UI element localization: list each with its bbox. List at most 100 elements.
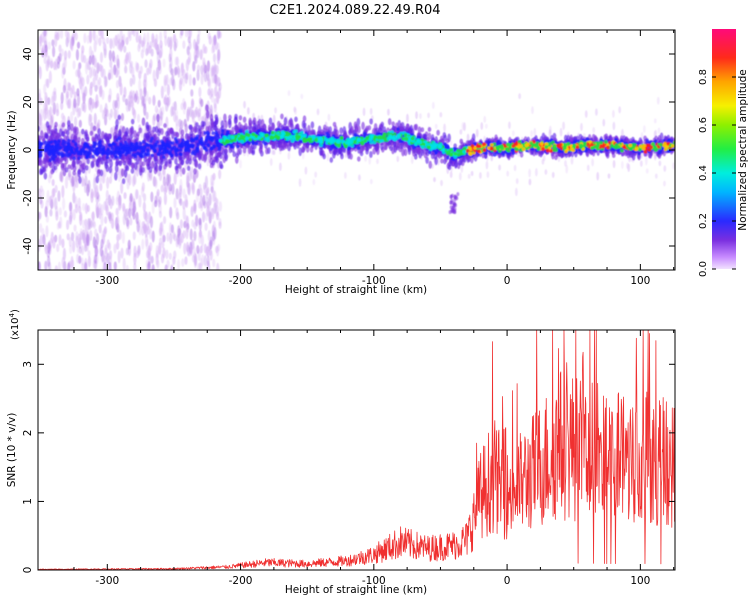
spectrogram-noise-cell	[612, 159, 616, 169]
spectrogram-noise-cell	[63, 50, 68, 61]
spectrogram-noise-cell	[116, 241, 120, 250]
spectrogram-noise-cell	[207, 230, 211, 242]
spectrogram-noise-cell	[216, 91, 220, 105]
spectrogram-noise-cell	[132, 231, 136, 241]
spectrogram-noise-cell	[44, 206, 48, 218]
spectrogram-noise-cell	[68, 236, 72, 248]
spectrogram-noise-cell	[69, 244, 73, 255]
spectrogram-noise-cell	[344, 171, 347, 179]
spectrogram-noise-cell	[206, 63, 210, 73]
spectrogram-noise-cell	[90, 220, 94, 228]
spectrogram-noise-cell	[84, 175, 88, 186]
spectrogram-band-cell	[181, 167, 186, 175]
spectrogram-noise-cell	[205, 188, 209, 196]
spectrogram-noise-cell	[43, 56, 47, 65]
spectrogram-noise-cell	[88, 30, 93, 43]
spectrogram-noise-cell	[434, 123, 438, 129]
spectrogram-noise-cell	[565, 164, 569, 174]
spectrogram-band-cell	[235, 156, 239, 164]
spectrogram-noise-cell	[534, 167, 538, 177]
spectrogram-noise-cell	[467, 173, 471, 179]
spectrogram-noise-cell	[642, 125, 646, 133]
spectrogram-noise-cell	[82, 91, 86, 103]
spectrogram-noise-cell	[73, 224, 77, 232]
spectrogram-noise-cell	[131, 66, 135, 78]
spectrogram-noise-cell	[595, 108, 598, 116]
spectrogram-noise-cell	[139, 88, 143, 101]
spectrogram-noise-cell	[114, 99, 118, 109]
spectrogram-noise-cell	[43, 123, 47, 132]
spectrogram-noise-cell	[189, 245, 193, 256]
spectrogram-noise-cell	[645, 168, 649, 174]
spectrogram-noise-cell	[287, 90, 291, 97]
spectrogram-noise-cell	[70, 111, 74, 123]
spectrogram-noise-cell	[42, 35, 46, 43]
spectrogram-noise-cell	[149, 242, 153, 252]
spectrogram-band-cell	[445, 138, 450, 144]
spectrogram-noise-cell	[198, 86, 202, 98]
spectrogram-noise-cell	[58, 234, 62, 246]
spectrogram-noise-cell	[124, 65, 128, 74]
spectrogram-band-cell	[141, 117, 146, 126]
spectrogram-band-cell	[280, 113, 284, 120]
spectrogram-noise-cell	[644, 156, 648, 166]
spectrogram-noise-cell	[49, 195, 54, 206]
spectrogram-noise-cell	[70, 259, 75, 270]
spectrogram-noise-cell	[163, 192, 168, 206]
spectrogram-band-cell	[38, 158, 43, 166]
spectrogram-noise-cell	[105, 189, 109, 201]
spectrogram-noise-cell	[77, 197, 81, 209]
spectrogram-noise-cell	[198, 229, 203, 239]
spectrogram-band-cell	[373, 123, 378, 131]
spectrogram-noise-cell	[86, 233, 90, 246]
spectrogram-noise-cell	[175, 207, 179, 217]
spectrogram-noise-cell	[210, 93, 215, 103]
spectrogram-noise-cell	[82, 54, 87, 64]
spectrogram-band-cell	[67, 124, 71, 131]
spectrogram-noise-cell	[171, 74, 175, 87]
spectrogram-noise-cell	[57, 190, 61, 202]
spectrogram-noise-cell	[206, 155, 210, 167]
spectrogram-band-cell	[165, 130, 169, 137]
spectrogram-noise-cell	[486, 171, 490, 179]
spectrogram-band-cell	[238, 115, 243, 121]
spectrogram-noise-cell	[102, 41, 107, 52]
spectrogram-noise-cell	[166, 97, 170, 108]
spectrogram-noise-cell	[612, 109, 615, 118]
spectrogram-noise-cell	[48, 261, 52, 270]
spectrogram-noise-cell	[120, 181, 124, 194]
spectrogram-noise-cell	[184, 73, 188, 85]
spectrogram-band-cell	[214, 114, 219, 120]
spectrogram-noise-cell	[287, 151, 291, 160]
spectrogram-noise-cell	[72, 208, 76, 221]
spectrogram-noise-cell	[369, 178, 373, 185]
spectrogram-noise-cell	[124, 54, 128, 64]
spectrogram-noise-cell	[204, 222, 208, 232]
spectrogram-noise-cell	[127, 101, 132, 112]
spectrogram-noise-cell	[150, 255, 154, 264]
spectrogram-noise-cell	[72, 239, 76, 253]
spectrogram-core-cell	[57, 138, 61, 143]
spectrogram-noise-cell	[117, 250, 121, 264]
spectrogram-noise-cell	[358, 174, 361, 181]
spectrogram-noise-cell	[206, 245, 210, 258]
spectrogram-noise-cell	[368, 156, 372, 165]
spectrogram-noise-cell	[75, 48, 80, 61]
spectrogram-noise-cell	[195, 192, 199, 203]
spectrogram-noise-cell	[108, 250, 113, 260]
spectrogram-noise-cell	[76, 93, 81, 107]
spectrogram-core-cell	[91, 154, 95, 159]
spectrogram-band-cell	[340, 153, 344, 160]
spectrogram-noise-cell	[175, 238, 179, 248]
spectrogram-band-cell	[38, 135, 42, 141]
spectrogram-band-cell	[128, 127, 133, 137]
spectrogram-noise-cell	[75, 180, 79, 189]
spectrogram-noise-cell	[215, 198, 219, 206]
spectrogram-noise-cell	[209, 104, 213, 117]
spectrogram-band-cell	[80, 128, 85, 135]
spectrogram-band-cell	[361, 121, 365, 130]
spectrogram-band-cell	[259, 146, 263, 153]
spectrogram-noise-cell	[196, 110, 200, 118]
spectrogram-noise-cell	[274, 107, 277, 114]
spectrogram-noise-cell	[433, 176, 436, 183]
